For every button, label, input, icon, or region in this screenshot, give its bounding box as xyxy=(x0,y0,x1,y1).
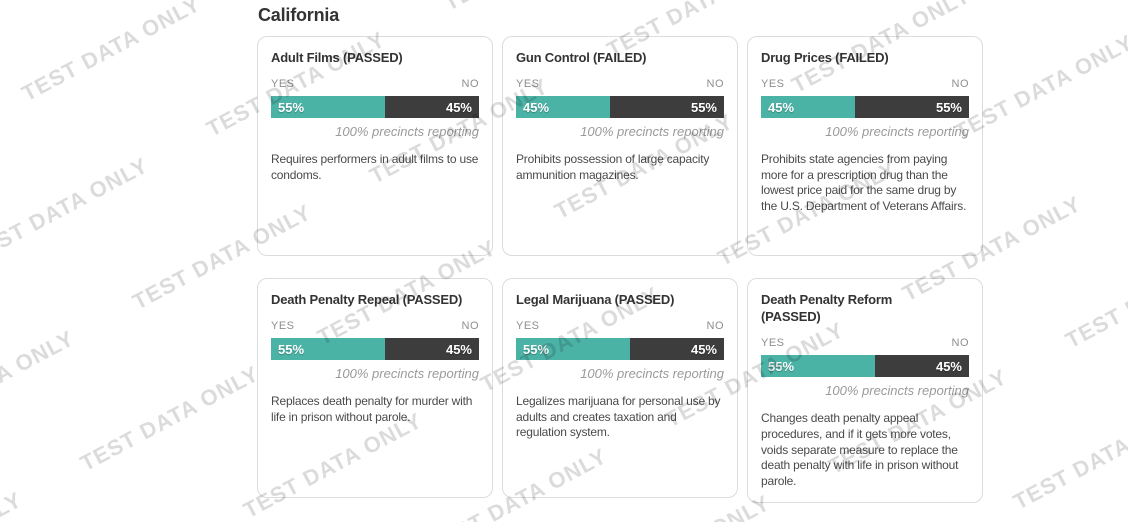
measure-card: Death Penalty Repeal (PASSED) YES NO 55%… xyxy=(257,278,493,498)
no-percent: 45% xyxy=(445,99,472,115)
yes-percent: 55% xyxy=(278,341,305,357)
result-bar: 45% 55% xyxy=(516,96,724,119)
yes-bar-segment: 55% xyxy=(516,338,631,361)
result-bar: 55% 45% xyxy=(761,355,969,378)
bar-labels: YES NO xyxy=(761,337,969,349)
measure-title: Gun Control (FAILED) xyxy=(516,50,647,65)
yes-bar-segment: 45% xyxy=(516,96,610,119)
no-label: NO xyxy=(951,78,969,91)
yes-bar-segment: 55% xyxy=(271,338,386,361)
measure-description: Prohibits state agencies from paying mor… xyxy=(761,152,967,213)
no-percent: 55% xyxy=(690,99,717,115)
state-heading: California xyxy=(258,5,340,25)
no-percent: 55% xyxy=(935,99,962,115)
measure-title: Adult Films (PASSED) xyxy=(271,50,403,65)
yes-bar-segment: 55% xyxy=(271,96,386,119)
result-bar: 55% 45% xyxy=(271,96,479,119)
measure-title: Death Penalty Reform (PASSED) xyxy=(761,292,893,325)
bar-labels: YES NO xyxy=(516,78,724,90)
watermark-text: TEST DATA ONLY xyxy=(1009,399,1128,515)
result-bar: 55% 45% xyxy=(271,338,479,361)
yes-label: YES xyxy=(271,78,295,91)
watermark-text: TEST DATA ONLY xyxy=(17,0,205,107)
no-bar-segment: 55% xyxy=(609,96,724,119)
yes-label: YES xyxy=(516,78,540,91)
no-bar-segment: 45% xyxy=(630,338,724,361)
measure-description: Legalizes marijuana for personal use by … xyxy=(516,394,721,440)
measure-card: Legal Marijuana (PASSED) YES NO 55% 45% … xyxy=(502,278,738,498)
watermark-text: TEST DATA ONLY xyxy=(1061,238,1128,354)
yes-label: YES xyxy=(761,78,785,91)
no-bar-segment: 45% xyxy=(385,96,479,119)
precincts-reporting: 100% precincts reporting xyxy=(825,124,969,140)
measure-card: Drug Prices (FAILED) YES NO 45% 55% 100%… xyxy=(747,36,983,256)
yes-label: YES xyxy=(271,320,295,333)
precincts-reporting: 100% precincts reporting xyxy=(580,124,724,140)
measure-description: Replaces death penalty for murder with l… xyxy=(271,394,473,424)
no-bar-segment: 55% xyxy=(854,96,969,119)
watermark-text: TEST DATA ONLY xyxy=(0,0,42,59)
no-label: NO xyxy=(706,320,724,333)
measure-card: Adult Films (PASSED) YES NO 55% 45% 100%… xyxy=(257,36,493,256)
measure-card: Gun Control (FAILED) YES NO 45% 55% 100%… xyxy=(502,36,738,256)
yes-percent: 55% xyxy=(278,99,305,115)
watermark-text: TEST DATA ONLY xyxy=(0,152,153,268)
bar-labels: YES NO xyxy=(761,78,969,90)
no-percent: 45% xyxy=(935,358,962,374)
yes-percent: 55% xyxy=(768,358,795,374)
measure-card: Death Penalty Reform (PASSED) YES NO 55%… xyxy=(747,278,983,504)
watermark-text: TEST DATA ONLY xyxy=(0,325,79,440)
no-percent: 45% xyxy=(445,341,472,357)
measure-description: Requires performers in adult films to us… xyxy=(271,152,479,182)
bar-labels: YES NO xyxy=(516,320,724,332)
precincts-reporting: 100% precincts reporting xyxy=(335,124,479,140)
no-bar-segment: 45% xyxy=(385,338,479,361)
precincts-reporting: 100% precincts reporting xyxy=(335,366,479,382)
no-label: NO xyxy=(951,337,969,350)
no-percent: 45% xyxy=(690,341,717,357)
yes-bar-segment: 45% xyxy=(761,96,855,119)
precincts-reporting: 100% precincts reporting xyxy=(580,366,724,382)
yes-bar-segment: 55% xyxy=(761,355,876,378)
precincts-reporting: 100% precincts reporting xyxy=(825,383,969,399)
yes-percent: 55% xyxy=(523,341,550,357)
yes-percent: 45% xyxy=(768,99,795,115)
no-label: NO xyxy=(461,78,479,91)
bar-labels: YES NO xyxy=(271,78,479,90)
yes-percent: 45% xyxy=(523,99,550,115)
measure-title: Drug Prices (FAILED) xyxy=(761,50,889,65)
state-results-section: California Adult Films (PASSED) YES NO 5… xyxy=(257,0,987,504)
result-bar: 45% 55% xyxy=(761,96,969,119)
watermark-text: TEST DATA ONLY xyxy=(0,487,26,522)
no-label: NO xyxy=(461,320,479,333)
no-bar-segment: 45% xyxy=(875,355,969,378)
measure-title: Legal Marijuana (PASSED) xyxy=(516,292,675,307)
no-label: NO xyxy=(706,78,724,91)
yes-label: YES xyxy=(516,320,540,333)
result-bar: 55% 45% xyxy=(516,338,724,361)
measure-title: Death Penalty Repeal (PASSED) xyxy=(271,292,463,307)
watermark-text: TEST DATA ONLY xyxy=(76,360,264,477)
yes-label: YES xyxy=(761,337,785,350)
measure-description: Changes death penalty appeal procedures,… xyxy=(761,411,959,488)
bar-labels: YES NO xyxy=(271,320,479,332)
measure-cards-grid: Adult Films (PASSED) YES NO 55% 45% 100%… xyxy=(257,36,987,504)
measure-description: Prohibits possession of large capacity a… xyxy=(516,152,710,182)
